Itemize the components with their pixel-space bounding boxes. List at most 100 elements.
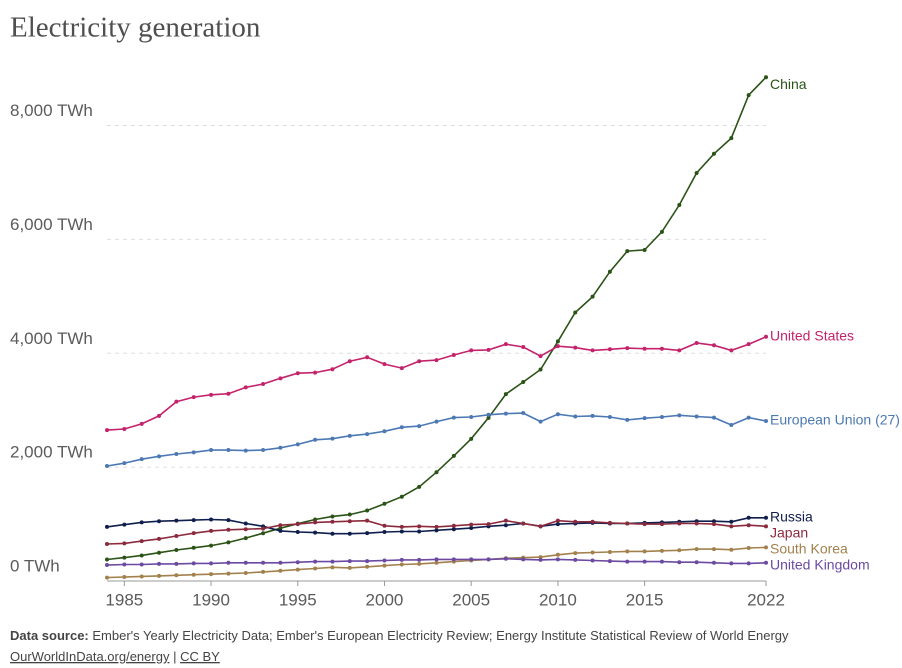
point — [122, 461, 127, 466]
point — [538, 557, 543, 562]
point — [417, 424, 422, 429]
point — [746, 561, 751, 566]
point — [590, 519, 595, 524]
point — [764, 545, 768, 550]
point — [642, 549, 647, 554]
point — [105, 575, 109, 580]
series-label: China — [770, 76, 807, 92]
point — [157, 454, 162, 459]
point — [278, 528, 283, 533]
point — [659, 346, 664, 351]
point — [486, 557, 491, 562]
point — [642, 416, 647, 421]
point — [434, 524, 439, 529]
point — [711, 560, 716, 565]
point — [746, 342, 751, 347]
point — [590, 294, 595, 299]
point — [191, 518, 196, 523]
point — [382, 501, 387, 506]
point — [365, 564, 370, 569]
point — [625, 559, 630, 564]
point — [243, 560, 248, 565]
series-label: Russia — [770, 509, 813, 525]
point — [729, 561, 734, 566]
point — [209, 517, 214, 522]
point — [434, 470, 439, 475]
point — [677, 548, 682, 553]
point — [122, 522, 127, 527]
point — [365, 432, 370, 437]
point — [451, 527, 456, 532]
point — [503, 523, 508, 528]
point — [399, 562, 404, 567]
point — [711, 547, 716, 552]
point — [659, 522, 664, 527]
point — [295, 567, 300, 572]
point — [382, 530, 387, 535]
point — [330, 514, 335, 519]
point — [139, 421, 144, 426]
point — [261, 448, 266, 453]
point — [746, 93, 751, 98]
point — [139, 520, 144, 525]
point — [382, 558, 387, 563]
point — [157, 536, 162, 541]
point — [555, 344, 560, 349]
point — [174, 561, 179, 566]
point — [764, 524, 768, 529]
point — [243, 527, 248, 532]
point — [590, 413, 595, 418]
point — [642, 559, 647, 564]
point — [295, 530, 300, 535]
point — [503, 518, 508, 523]
point — [295, 560, 300, 565]
point — [434, 358, 439, 363]
point — [157, 413, 162, 418]
point — [746, 545, 751, 550]
point — [278, 526, 283, 531]
point — [139, 574, 144, 579]
link[interactable]: OurWorldInData.org/energy — [10, 649, 170, 664]
point — [677, 348, 682, 353]
point — [659, 559, 664, 564]
point — [573, 557, 578, 562]
point — [573, 310, 578, 315]
point — [330, 519, 335, 524]
point — [486, 412, 491, 417]
point — [122, 555, 127, 560]
point — [209, 561, 214, 566]
point — [209, 528, 214, 533]
point — [347, 565, 352, 570]
point — [417, 524, 422, 529]
point — [191, 561, 196, 566]
point — [607, 549, 612, 554]
point — [226, 518, 231, 523]
point — [486, 522, 491, 527]
point — [642, 522, 647, 527]
point — [764, 75, 768, 80]
point — [538, 354, 543, 359]
point — [434, 528, 439, 533]
point — [469, 522, 474, 527]
point — [365, 355, 370, 360]
license[interactable]: CC BY — [180, 649, 220, 664]
x-tick-label: 2005 — [452, 590, 490, 609]
point — [191, 531, 196, 536]
point — [157, 573, 162, 578]
series-label: European Union (27) — [770, 412, 900, 428]
point — [521, 379, 526, 384]
point — [607, 415, 612, 420]
point — [295, 522, 300, 527]
point — [625, 521, 630, 526]
point — [243, 571, 248, 576]
point — [694, 171, 699, 176]
point — [209, 543, 214, 548]
point — [365, 518, 370, 523]
point — [365, 531, 370, 536]
point — [694, 560, 699, 565]
x-tick-label: 2000 — [366, 590, 404, 609]
point — [503, 411, 508, 416]
point — [347, 531, 352, 536]
point — [174, 518, 179, 523]
